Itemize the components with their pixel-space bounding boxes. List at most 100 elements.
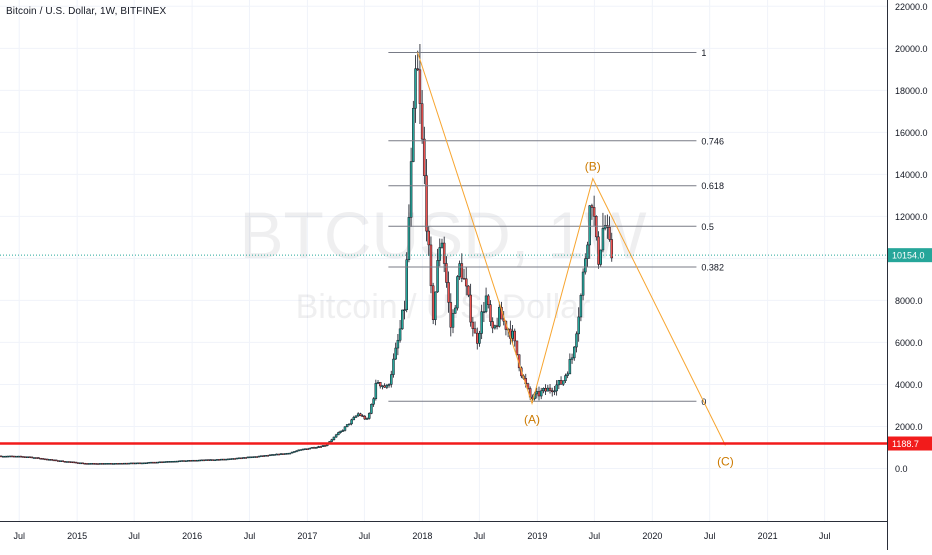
candle-body xyxy=(557,380,561,386)
candle-body xyxy=(418,69,422,104)
candle-body xyxy=(237,457,241,460)
fib-level-label: 0.382 xyxy=(701,263,724,273)
candle-body xyxy=(339,430,342,433)
candle-body xyxy=(345,424,349,428)
candle-body xyxy=(187,460,190,462)
candle-body xyxy=(136,462,139,465)
time-axis-tick: Jul xyxy=(13,531,25,541)
candle-body xyxy=(85,463,89,465)
candle-body xyxy=(403,309,406,311)
candle-body xyxy=(207,459,210,461)
candle-body xyxy=(469,294,472,323)
candle-body xyxy=(87,463,91,465)
candle-body xyxy=(361,415,364,417)
time-axis-tick: Jul xyxy=(128,531,140,541)
time-axis-tick: 2015 xyxy=(67,531,87,541)
candle-body xyxy=(10,455,14,458)
candle-body xyxy=(451,313,455,328)
fib-level-label: 1 xyxy=(701,48,706,58)
time-axis-tick: Jul xyxy=(474,531,486,541)
candle-body xyxy=(235,457,239,460)
candle-body xyxy=(48,459,51,461)
price-axis[interactable]: 0.02000.04000.06000.08000.010000.012000.… xyxy=(887,0,932,550)
candle-body xyxy=(409,161,413,218)
candle-body xyxy=(511,330,514,339)
candle-body xyxy=(385,385,389,388)
candle-body xyxy=(268,454,272,457)
candle-body xyxy=(601,228,605,251)
time-axis[interactable]: Jul 2015 Jul 2016 Jul 2017 Jul 2018 Jul 2019 Jul 20… xyxy=(0,521,932,550)
candle-body xyxy=(471,321,475,329)
wave-pattern[interactable]: (A) (B) (C) xyxy=(417,52,734,469)
candle-body xyxy=(577,316,580,335)
candle-body xyxy=(559,380,563,385)
candle-body xyxy=(491,321,494,329)
candle-body xyxy=(198,459,201,462)
candle-body xyxy=(365,418,369,420)
candle-body xyxy=(414,68,417,109)
candle-body xyxy=(138,462,142,465)
candle-body xyxy=(356,413,360,417)
candle-body xyxy=(321,445,325,447)
candle-body xyxy=(1,455,5,458)
candle-body xyxy=(211,459,214,461)
candle-body xyxy=(222,458,225,461)
candle-body xyxy=(286,452,289,455)
price-axis-tick: 18000.0 xyxy=(895,86,928,96)
candle-body xyxy=(253,456,256,458)
candle-body xyxy=(550,390,554,393)
time-axis-tick: Jul xyxy=(589,531,601,541)
candle-body xyxy=(390,374,393,385)
wave-line xyxy=(417,52,726,446)
candle-body xyxy=(544,388,547,392)
candle-body xyxy=(123,462,126,465)
candle-body xyxy=(220,458,223,461)
candle-body xyxy=(154,461,157,464)
candle-body xyxy=(575,333,578,348)
price-axis-tick: 2000.0 xyxy=(895,422,923,432)
candle-body xyxy=(599,249,602,265)
price-axis-tick: 6000.0 xyxy=(895,338,923,348)
candle-body xyxy=(24,456,27,458)
candle-body xyxy=(372,398,375,405)
candle-body xyxy=(553,390,556,393)
candle-body xyxy=(52,459,56,462)
candle-body xyxy=(83,462,87,465)
candle-body xyxy=(191,459,195,462)
candle-body xyxy=(21,456,25,458)
candle-body xyxy=(608,227,611,240)
candle-body xyxy=(597,236,600,265)
symbol-title[interactable]: Bitcoin / U.S. Dollar, 1W, BITFINEX xyxy=(6,6,167,17)
candle-body xyxy=(147,462,150,464)
candle-body xyxy=(436,260,439,293)
candle-body xyxy=(215,459,219,461)
candle-body xyxy=(445,263,448,283)
candle-body xyxy=(484,295,488,312)
candle-body xyxy=(0,455,3,458)
candle-body xyxy=(473,328,477,334)
candle-body xyxy=(590,205,594,208)
candle-body xyxy=(79,462,82,465)
candle-body xyxy=(290,451,294,454)
candle-body xyxy=(396,339,400,349)
candle-body xyxy=(306,448,309,450)
candle-body xyxy=(515,340,519,355)
time-axis-tick: Jul xyxy=(819,531,831,541)
candle-body xyxy=(323,445,327,447)
candle-body xyxy=(171,460,175,463)
candle-body xyxy=(118,462,122,465)
candle-body xyxy=(438,247,442,261)
candle-body xyxy=(464,278,468,287)
support-price-badge xyxy=(888,436,932,451)
candle-body xyxy=(257,455,261,458)
candle-body xyxy=(19,455,23,458)
candle-body xyxy=(297,449,300,452)
candle-body xyxy=(592,207,596,217)
candle-body xyxy=(277,453,281,456)
price-axis-tick: 16000.0 xyxy=(895,128,928,138)
price-axis-tick: 22000.0 xyxy=(895,2,928,12)
time-axis-tick: 2018 xyxy=(412,531,432,541)
